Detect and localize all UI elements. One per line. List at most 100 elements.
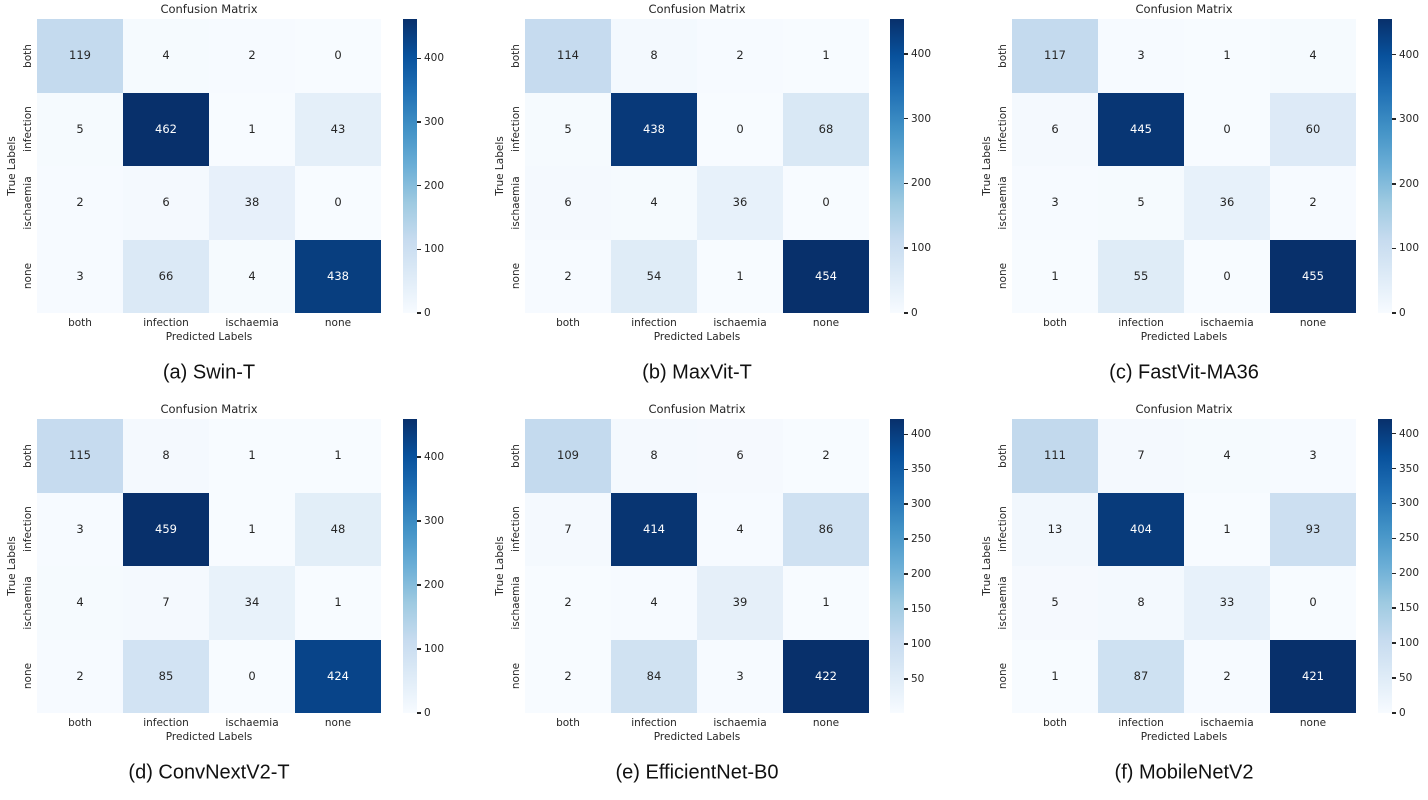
cell-value: 117 [1044, 48, 1066, 62]
cell-value: 0 [1223, 121, 1231, 136]
cell-value: 1 [248, 121, 256, 136]
heatmap-cell: 424 [295, 639, 381, 713]
cell-value: 33 [1219, 595, 1235, 609]
heatmap-cell: 455 [1270, 239, 1356, 313]
cell-value: 2 [1223, 668, 1231, 683]
cell-value: 119 [69, 48, 91, 62]
y-tick-label: infection [22, 506, 34, 553]
y-tick-label: none [22, 663, 34, 690]
colorbar-tick-mark [904, 538, 908, 540]
y-axis-label: True Labels [981, 536, 993, 596]
cell-value: 2 [736, 48, 744, 62]
y-tick-label: both [510, 43, 522, 68]
cell-value: 8 [650, 48, 658, 62]
colorbar-tick-mark [417, 712, 421, 714]
heatmap-cell: 3 [37, 492, 123, 566]
heatmap-cell: 1 [295, 566, 381, 640]
y-tick-label: both [22, 43, 34, 68]
cell-value: 114 [557, 48, 579, 62]
heatmap-cell: 38 [209, 166, 295, 240]
colorbar-tick-mark [1392, 432, 1396, 435]
cell-value: 55 [1133, 268, 1149, 283]
y-tick-label: ischaemia [22, 576, 34, 630]
colorbar-tick-mark [904, 678, 908, 680]
cell-value: 5 [1051, 595, 1059, 609]
heatmap-cell: 0 [295, 19, 381, 93]
colorbar-tick-label: 50 [1399, 672, 1413, 685]
x-tick-label: ischaemia [713, 317, 767, 329]
colorbar-tick-label: 0 [911, 307, 918, 319]
y-tick-label: none [510, 263, 522, 290]
colorbar-tick-label: 100 [1399, 242, 1420, 255]
colorbar-tick-label: 200 [424, 179, 445, 192]
colorbar-tick-mark [1392, 642, 1396, 644]
heatmap-cell: 3 [1098, 19, 1184, 93]
colorbar-tick-mark [1392, 502, 1396, 505]
heatmap-cell: 34 [209, 566, 295, 640]
heatmap-cell: 1 [1012, 639, 1098, 713]
colorbar-tick-label: 100 [911, 242, 932, 255]
heatmap-cell: 2 [697, 19, 783, 93]
cell-value: 84 [646, 668, 662, 683]
colorbar-tick-mark [904, 312, 908, 314]
cell-value: 39 [732, 595, 748, 609]
y-axis-label: True Labels [494, 136, 506, 196]
heatmap-cell: 84 [611, 639, 697, 713]
heatmap-cell: 4 [123, 19, 209, 93]
colorbar-tick-mark [417, 648, 421, 650]
confusion-matrix-tile: Confusion Matrix 111 7 4 3 13 404 1 93 5 8 33 0 1 87 2 4… [952, 400, 1428, 800]
subplot-caption: (c) FastVit-MA36 [1109, 361, 1259, 384]
colorbar-tick-label: 400 [911, 428, 932, 441]
colorbar-tick-mark [1392, 118, 1396, 120]
x-tick-label: none [812, 317, 840, 329]
cell-value: 4 [650, 595, 658, 609]
colorbar-tick-mark [417, 57, 421, 60]
colorbar-tick-label: 400 [424, 450, 445, 463]
cell-value: 414 [643, 521, 665, 536]
heatmap-cell: 0 [1184, 239, 1270, 313]
y-axis-label: True Labels [6, 536, 18, 596]
cell-value: 422 [815, 668, 837, 683]
colorbar-tick-label: 100 [424, 243, 445, 256]
x-tick-label: ischaemia [1200, 717, 1254, 729]
x-tick-label: ischaemia [1200, 317, 1254, 329]
x-tick-label: ischaemia [225, 717, 279, 729]
heatmap-cell: 8 [611, 19, 697, 93]
heatmap-cell: 4 [611, 566, 697, 640]
cell-value: 1 [822, 48, 830, 62]
colorbar [403, 419, 417, 713]
cell-value: 1 [736, 268, 744, 283]
x-tick-label: both [1043, 717, 1067, 729]
subplot-caption: (b) MaxVit-T [642, 361, 752, 384]
x-axis-label: Predicted Labels [165, 331, 253, 343]
colorbar-tick-label: 150 [1399, 602, 1420, 615]
heatmap-cell: 13 [1012, 492, 1098, 566]
cell-value: 8 [1137, 595, 1145, 609]
colorbar-tick-mark [417, 456, 421, 458]
colorbar-tick-mark [904, 53, 908, 55]
colorbar-tick-label: 200 [911, 177, 932, 190]
y-tick-label: infection [22, 106, 34, 153]
heatmap-cell: 462 [123, 92, 209, 166]
colorbar-tick-label: 100 [424, 642, 445, 655]
cell-value: 0 [334, 195, 342, 209]
heatmap-cell: 2 [783, 419, 869, 493]
heatmap-cell: 0 [1184, 92, 1270, 166]
heatmap-cell: 3 [697, 639, 783, 713]
y-tick-label: both [997, 43, 1009, 68]
colorbar-tick-label: 300 [1399, 497, 1420, 510]
colorbar-tick-label: 0 [1399, 307, 1406, 319]
colorbar-tick-mark [904, 247, 908, 249]
x-axis-label: Predicted Labels [653, 331, 741, 343]
heatmap-cell: 2 [209, 19, 295, 93]
colorbar-tick-mark [904, 503, 908, 505]
cell-value: 2 [76, 195, 84, 209]
cell-value: 6 [736, 448, 744, 462]
chart-title: Confusion Matrix [1135, 2, 1233, 16]
cell-value: 3 [1309, 448, 1317, 462]
heatmap-cell: 87 [1098, 639, 1184, 713]
heatmap-cell: 445 [1098, 92, 1184, 166]
cell-value: 455 [1302, 268, 1324, 283]
cell-value: 34 [244, 595, 260, 609]
